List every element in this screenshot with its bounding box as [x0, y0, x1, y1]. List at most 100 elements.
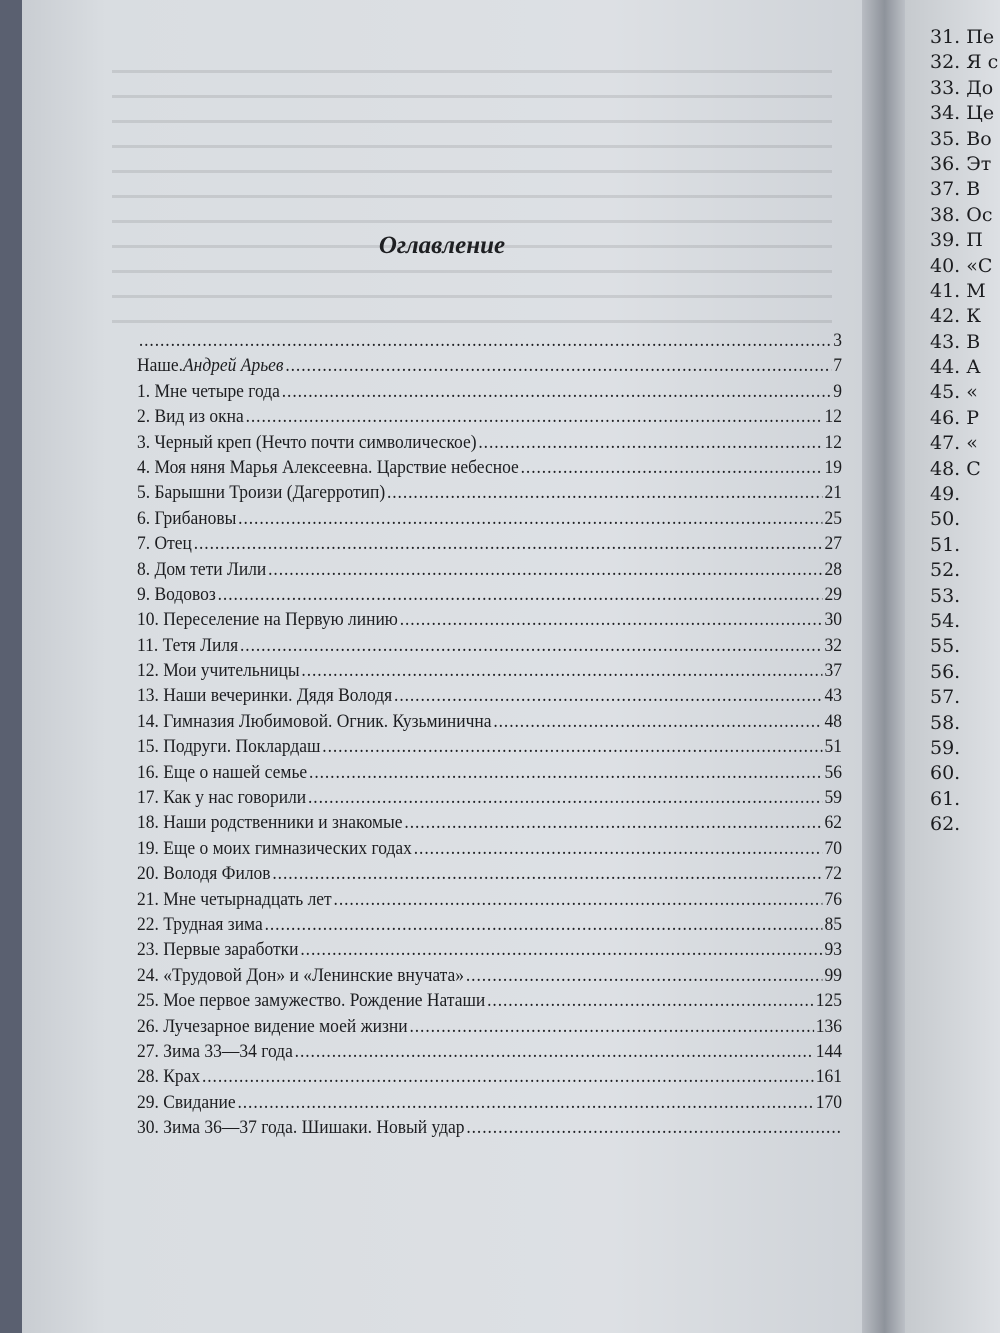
entry-page: 9	[833, 380, 843, 402]
entry-title: 28. Крах	[137, 1066, 201, 1088]
entry-title: 23. Первые заработки	[137, 939, 299, 961]
toc-entry-partial: 31. Пе	[930, 26, 995, 48]
entry-page: 27	[824, 533, 843, 555]
toc-entry-partial: 62.	[930, 813, 961, 836]
toc-entry-partial: 38. Ос	[930, 203, 993, 226]
toc-entry: 29. Свидание 170	[137, 1092, 842, 1117]
entry-title: 12. Мои учительницы	[137, 660, 300, 682]
entry-title: 18. Наши родственники и знакомые	[137, 812, 403, 834]
entry-page: 93	[824, 939, 843, 961]
leader-dots	[409, 1016, 813, 1038]
entry-title: 30. Зима 36—37 года. Шишаки. Новый удар	[137, 1117, 465, 1139]
toc-entry: 3. Черный креп (Нечто почти символическо…	[137, 432, 842, 457]
entry-author: Андрей Арьев	[182, 355, 284, 377]
entry-page: 19	[824, 456, 843, 478]
toc-entry: 5. Барышни Троизи (Дагерротип) 21	[137, 482, 842, 507]
toc-entry-partial: 37. В	[930, 178, 981, 201]
leader-dots	[493, 711, 822, 733]
toc-entry: 25. Мое первое замужество. Рождение Ната…	[137, 990, 842, 1015]
leader-dots	[404, 812, 822, 834]
entry-page: 28	[824, 558, 843, 580]
leader-dots	[237, 1092, 814, 1114]
toc-entry: 8. Дом тети Лили 28	[137, 559, 842, 584]
entry-title: Наше.	[137, 355, 183, 377]
toc-entry-partial: 50.	[930, 508, 961, 531]
entry-title: 29. Свидание	[137, 1091, 236, 1113]
toc-entry: 12. Мои учительницы 37	[137, 660, 842, 685]
leader-dots	[334, 889, 823, 911]
entry-page: 21	[824, 482, 843, 504]
entry-page: 12	[824, 431, 843, 453]
entry-title: 27. Зима 33—34 года	[137, 1040, 293, 1062]
toc-entry-partial: 39. П	[930, 229, 983, 252]
entry-page: 161	[815, 1066, 843, 1088]
leader-dots	[414, 838, 823, 860]
toc-entry-partial: 42. К	[930, 305, 981, 328]
entry-title: 8. Дом тети Лили	[137, 558, 267, 580]
entry-page: 37	[824, 660, 843, 682]
entry-title: 4. Моя няня Марья Алексеевна. Царствие н…	[137, 456, 519, 478]
leader-dots	[295, 1041, 814, 1063]
table-of-contents: 3 Наше. Андрей Арьев 7 1. Мне четыре года 9 2…	[137, 330, 842, 1143]
entry-page: 3	[833, 330, 843, 351]
leader-dots	[387, 482, 823, 504]
toc-entry-partial: 45. «	[930, 381, 978, 404]
toc-entry: 28. Крах 161	[137, 1066, 842, 1091]
entry-page: 170	[815, 1091, 843, 1113]
toc-entry-partial: 57.	[930, 686, 961, 709]
leader-dots	[521, 457, 823, 479]
entry-title: 24. «Трудовой Дон» и «Ленинские внучата»	[137, 964, 465, 986]
leader-dots	[308, 787, 823, 809]
entry-page: 59	[824, 787, 843, 809]
entry-title: 9. Водовоз	[137, 583, 216, 605]
left-page: Оглавление 3 Наше. Андрей Арьев 7 1. Мне че…	[22, 0, 862, 1333]
toc-entry-partial: 43. В	[930, 330, 981, 353]
toc-entry-partial: 53.	[930, 584, 961, 607]
toc-entry-partial: 47. «	[930, 432, 978, 455]
leader-dots	[300, 939, 822, 961]
entry-title: 19. Еще о моих гимназических годах	[137, 837, 412, 859]
entry-title: 25. Мое первое замужество. Рождение Ната…	[137, 990, 486, 1012]
entry-title: 16. Еще о нашей семье	[137, 761, 308, 783]
entry-page: 7	[833, 355, 843, 377]
entry-title: 14. Гимназия Любимовой. Огник. Кузьминич…	[137, 710, 492, 732]
toc-entry-partial: 56.	[930, 660, 961, 683]
leader-dots	[238, 508, 823, 530]
leader-dots	[285, 355, 831, 377]
page-title: Оглавление	[378, 232, 506, 259]
toc-entry: 27. Зима 33—34 года 144	[137, 1041, 842, 1066]
leader-dots	[478, 432, 822, 454]
toc-entry: 16. Еще о нашей семье 56	[137, 762, 842, 787]
entry-title: 11. Тетя Лиля	[137, 634, 239, 656]
toc-entry: 20. Володя Филов 72	[137, 863, 842, 888]
leader-dots	[202, 1066, 814, 1088]
entry-page: 51	[824, 736, 843, 758]
toc-entry: 24. «Трудовой Дон» и «Ленинские внучата»…	[137, 965, 842, 990]
toc-entry: 23. Первые заработки 93	[137, 939, 842, 964]
leader-dots	[466, 965, 823, 987]
right-page	[905, 0, 1000, 1333]
toc-entry-partial: 46. Р	[930, 406, 980, 429]
toc-entry-partial: 51.	[930, 533, 961, 556]
entry-page: 85	[824, 913, 843, 935]
toc-entry: 26. Лучезарное видение моей жизни 136	[137, 1016, 842, 1041]
entry-page: 76	[824, 888, 843, 910]
toc-entry-partial: 59.	[930, 736, 961, 759]
entry-page: 136	[815, 1015, 843, 1037]
toc-entry-partial: 41. М	[930, 279, 986, 302]
entry-title: 21. Мне четырнадцать лет	[137, 888, 332, 910]
toc-entry-partial: 32. Я с	[930, 51, 999, 74]
entry-title: 3. Черный креп (Нечто почти символическо…	[137, 431, 477, 453]
toc-entry: 7. Отец 27	[137, 533, 842, 558]
entry-page: 144	[815, 1040, 843, 1062]
entry-title: 1. Мне четыре года	[137, 380, 280, 402]
leader-dots	[246, 406, 823, 428]
toc-entry-partial: 54.	[930, 609, 961, 632]
entry-title: 15. Подруги. Поклардаш	[137, 736, 321, 758]
toc-entry-partial: 40. «С	[930, 254, 993, 277]
entry-page: 72	[824, 863, 843, 885]
toc-entry: 21. Мне четырнадцать лет 76	[137, 889, 842, 914]
entry-page: 32	[824, 634, 843, 656]
toc-entry-partial: 34. Це	[930, 102, 995, 125]
toc-entry: 17. Как у нас говорили 59	[137, 787, 842, 812]
